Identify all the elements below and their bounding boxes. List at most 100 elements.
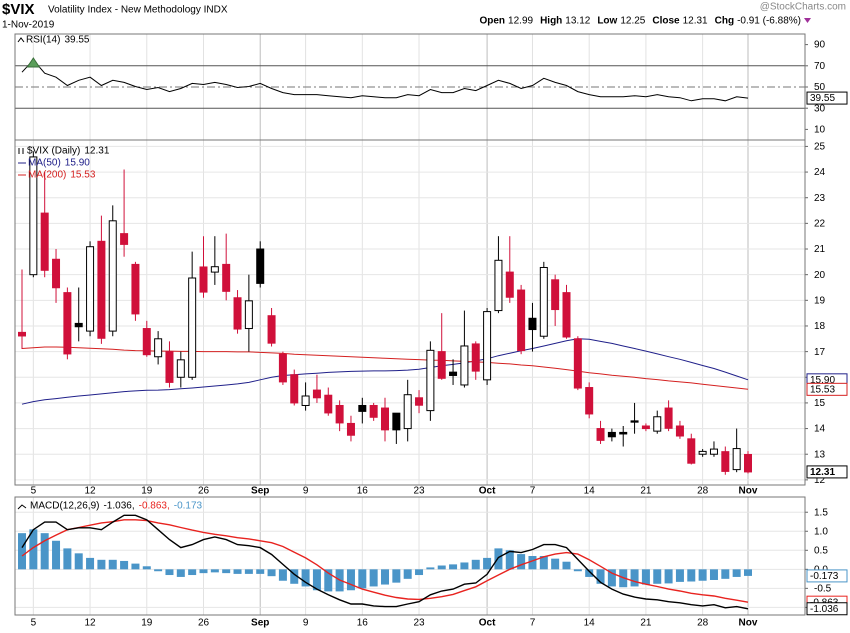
histogram-bar (18, 533, 26, 570)
candle-body (505, 271, 514, 298)
date: 1-Nov-2019 (2, 20, 55, 31)
candle-body (40, 212, 49, 271)
last-value-box (806, 465, 848, 479)
histogram-bar (392, 569, 401, 583)
histogram-bar (403, 569, 412, 579)
histogram-bar (63, 548, 72, 570)
candle-body (630, 420, 639, 423)
y-tick-label: 14 (814, 424, 826, 435)
candle-body (698, 450, 707, 455)
candle-body (97, 240, 106, 339)
quote-value: -0.91 (-6.88%) (737, 16, 801, 27)
histogram-bar (596, 569, 605, 584)
histogram-bar (573, 569, 582, 572)
histogram-bar (732, 569, 741, 577)
histogram-bar (199, 569, 208, 574)
legend-name: $VIX (Daily) (27, 146, 80, 157)
quote-value: 12.99 (508, 16, 533, 27)
histogram-bar (437, 565, 446, 570)
legend-icon (17, 37, 25, 43)
histogram-bar (675, 569, 684, 582)
y-tick-label: 70 (814, 61, 826, 72)
x-tick-label: 12 (85, 486, 97, 497)
candle-body (653, 416, 662, 432)
y-tick-label: 17 (814, 347, 826, 358)
last-value-label: 39.55 (810, 93, 835, 104)
x-tick-label: Nov (739, 618, 758, 629)
histogram-bar (505, 550, 514, 570)
x-tick-label: 7 (530, 618, 536, 629)
x-tick-label: 19 (141, 486, 153, 497)
histogram-bar (40, 533, 49, 570)
histogram-bar (358, 569, 367, 589)
y-tick-label: 21 (814, 244, 826, 255)
y-tick-label: 12 (814, 475, 826, 486)
last-value-label: -0.173 (810, 571, 839, 582)
panel-frame (14, 139, 806, 486)
histogram-bar (381, 569, 389, 585)
legend-icon (17, 504, 27, 510)
candle-body (244, 300, 253, 330)
change-arrow (804, 18, 811, 23)
legend-value: -0.173 (174, 501, 203, 512)
histogram-bar (698, 569, 707, 581)
histogram-bar (233, 569, 242, 574)
y-tick-label: 10 (814, 125, 826, 136)
candle-body (551, 279, 560, 311)
y-tick-label: 90 (814, 40, 826, 51)
overbought-marker (26, 57, 41, 68)
histogram-bar (86, 557, 95, 570)
x-tick-label: Sep (251, 618, 269, 629)
candle-body (403, 394, 412, 430)
x-tick-label: 16 (357, 618, 369, 629)
quote: Open 12.99 High 13.12 Low 12.25 Close 12.31 Chg -… (479, 16, 811, 27)
candle-body (732, 448, 741, 471)
candle-body (369, 404, 378, 418)
candle-body (460, 345, 469, 386)
histogram-bar (664, 569, 673, 584)
candle-body (222, 263, 231, 292)
histogram-bar (222, 569, 231, 574)
legend-value: -1.036, (103, 501, 134, 512)
histogram-bar (471, 559, 480, 570)
candle-body (86, 246, 95, 332)
candle-body (324, 394, 333, 414)
legend-value: 15.90 (65, 158, 90, 169)
legend-value: 15.53 (70, 170, 95, 181)
x-tick-label: 23 (413, 618, 425, 629)
legend-value: -0.863, (139, 501, 170, 512)
candle-body (449, 371, 458, 376)
candle-body (188, 277, 197, 378)
candle-body (358, 404, 367, 412)
candle-body (165, 351, 174, 383)
candle-body (721, 451, 730, 472)
y-tick-label: 15 (814, 398, 826, 409)
histogram-bar (120, 560, 129, 570)
candle-body (278, 353, 287, 383)
candle-body (131, 263, 140, 315)
histogram-bar (494, 548, 503, 570)
x-tick-label: 28 (697, 618, 709, 629)
histogram-bar (290, 569, 299, 584)
quote-value: 12.31 (683, 16, 708, 27)
histogram-bar (585, 569, 594, 577)
y-tick-label: 22 (814, 219, 826, 230)
quote-label: Chg (715, 16, 734, 27)
candle-body (483, 311, 492, 381)
histogram-bar (415, 569, 424, 576)
histogram-bar (301, 569, 310, 587)
y-tick-label: 20 (814, 270, 826, 281)
candle-body (301, 395, 310, 406)
histogram-bar (551, 558, 560, 570)
x-tick-label: 28 (697, 486, 709, 497)
candle-body (619, 431, 628, 435)
candle-body (154, 338, 163, 358)
histogram-bar (312, 569, 321, 591)
rsi-line (21, 59, 749, 102)
last-value-box (806, 569, 848, 583)
histogram-bar (52, 540, 61, 570)
candle-body (142, 328, 151, 356)
candle-body (392, 412, 401, 431)
candle-body (290, 374, 299, 404)
source: @StockCharts.com (760, 2, 846, 13)
